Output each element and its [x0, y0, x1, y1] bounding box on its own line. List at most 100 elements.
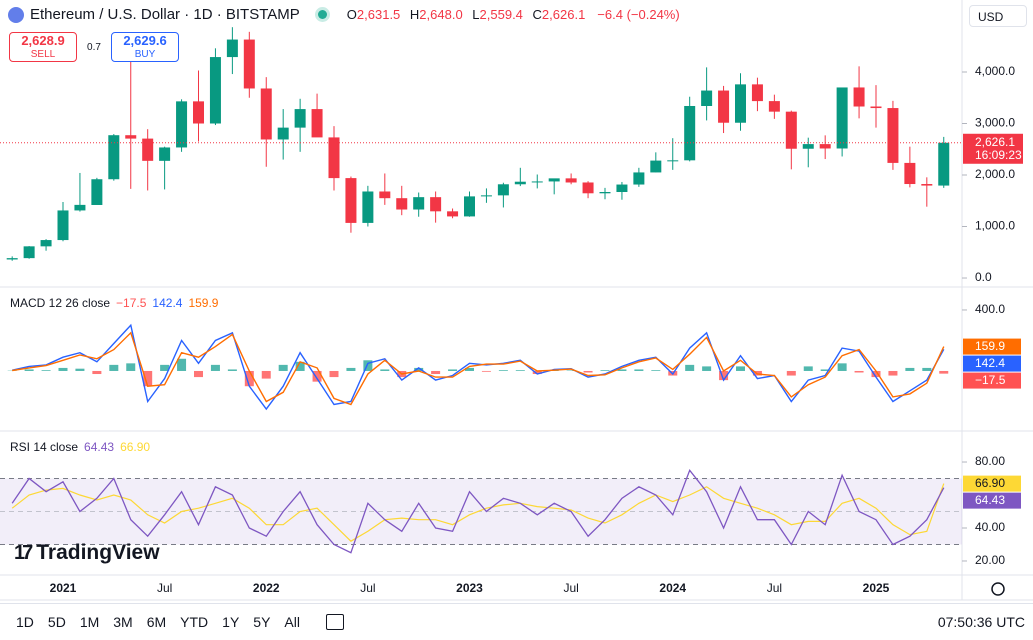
- indicator-title: MACD 12 26 close: [10, 296, 110, 310]
- histogram-bar: [160, 364, 170, 371]
- candle-body: [209, 57, 221, 124]
- last-value-box: [963, 338, 1021, 355]
- range-button[interactable]: 1M: [79, 614, 100, 630]
- x-tick-label: Jul: [563, 581, 578, 595]
- candle-body: [870, 106, 882, 109]
- histogram-bar: [75, 368, 85, 371]
- histogram-bar: [414, 367, 424, 371]
- histogram-bar: [227, 369, 237, 371]
- legend-value: 142.4: [152, 296, 182, 310]
- candle-body: [23, 246, 35, 259]
- candle-body: [396, 198, 408, 210]
- candle-body: [497, 184, 509, 196]
- candle-body: [667, 160, 679, 162]
- candle-body: [514, 181, 526, 185]
- histogram-bar: [210, 364, 220, 371]
- histogram-bar: [24, 369, 34, 371]
- sell-button[interactable]: 2,628.9 SELL: [9, 32, 77, 62]
- range-button[interactable]: YTD: [180, 614, 209, 630]
- histogram-bar: [58, 367, 68, 371]
- histogram-bar: [922, 367, 932, 371]
- spread: 0.7: [87, 41, 101, 53]
- histogram-bar: [939, 370, 949, 374]
- ohlc: O2,631.5 H2,648.0 L2,559.4 C2,626.1: [347, 7, 592, 22]
- histogram-bar: [651, 370, 661, 371]
- histogram-bar: [143, 370, 153, 387]
- histogram-bar: [736, 366, 745, 371]
- ohlc-value: 2,559.4: [479, 7, 523, 22]
- range-button[interactable]: 1Y: [222, 614, 240, 630]
- last-value-label: 66.90: [975, 476, 1005, 490]
- date-range-button[interactable]: [325, 614, 344, 630]
- histogram-bar: [346, 367, 356, 371]
- legend-value: 64.43: [84, 440, 114, 454]
- legend-value: −17.5: [116, 296, 147, 310]
- candle-body: [853, 87, 865, 107]
- candle-body: [633, 172, 645, 185]
- candle-body: [836, 87, 848, 149]
- histogram-bar: [888, 370, 898, 376]
- currency-select[interactable]: USD: [969, 5, 1027, 27]
- x-tick-label: 2021: [50, 581, 77, 595]
- y-tick-label: 20.00: [975, 553, 1005, 567]
- buy-button[interactable]: 2,629.6 BUY: [111, 32, 179, 62]
- last-value-label: 142.4: [975, 356, 1005, 370]
- trade-panel: 2,628.9 SELL 0.7 2,629.6 BUY: [9, 32, 179, 62]
- candle-body: [684, 105, 696, 161]
- x-tick-label: 2025: [863, 581, 890, 595]
- range-button[interactable]: 1D: [16, 614, 34, 630]
- buy-price: 2,629.6: [123, 33, 167, 48]
- candle-body: [277, 127, 289, 140]
- sell-price: 2,628.9: [21, 33, 65, 48]
- indicator-legend: RSI 14 close 64.43 66.90: [10, 440, 150, 454]
- candle-body: [819, 144, 831, 149]
- candle-body: [718, 90, 730, 123]
- last-price-box: [963, 133, 1023, 164]
- candle-body: [91, 179, 103, 205]
- candle-body: [582, 182, 594, 194]
- y-tick-label: 40.00: [975, 520, 1005, 534]
- watermark-text: TradingView: [36, 541, 160, 564]
- candle-body: [226, 39, 238, 58]
- clock: 07:50:36 UTC: [937, 614, 1025, 630]
- candle-body: [565, 178, 577, 183]
- range-button[interactable]: 6M: [146, 614, 167, 630]
- histogram-bar: [803, 366, 813, 371]
- axis-settings[interactable]: [991, 582, 1005, 596]
- candle-body: [413, 197, 425, 210]
- ohlc-key: H: [409, 7, 420, 22]
- market-status[interactable]: [317, 10, 327, 19]
- candle-body: [735, 84, 746, 123]
- countdown: 16:09:23: [975, 148, 1022, 162]
- candle-body: [328, 137, 340, 179]
- indicator-line: [12, 331, 945, 406]
- range-button[interactable]: 5D: [47, 614, 66, 630]
- histogram-bar: [685, 364, 695, 371]
- histogram-bar: [363, 360, 373, 371]
- symbol-header: Ethereum / U.S. Dollar · 1D · BITSTAMP O…: [8, 6, 680, 23]
- range-button[interactable]: 5Y: [253, 614, 271, 630]
- candle-body: [802, 144, 814, 149]
- candle-body: [74, 204, 86, 211]
- histogram-bar: [448, 369, 458, 371]
- ohlc-key: O: [346, 7, 357, 22]
- candle-body: [650, 160, 662, 173]
- histogram-bar: [329, 370, 339, 378]
- histogram-bar: [312, 370, 322, 382]
- histogram-bar: [431, 370, 441, 375]
- histogram-bar: [871, 370, 881, 378]
- histogram-bar: [481, 370, 491, 372]
- symbol-title[interactable]: Ethereum / U.S. Dollar · 1D · BITSTAMP: [30, 6, 300, 23]
- last-value-box: [963, 475, 1021, 492]
- range-button[interactable]: All: [284, 614, 300, 630]
- watermark: 17 TradingView: [14, 541, 160, 565]
- histogram-bar: [532, 370, 542, 375]
- histogram-bar: [261, 370, 271, 379]
- range-button[interactable]: 3M: [113, 614, 133, 630]
- histogram-bar: [465, 367, 474, 371]
- candle-body: [938, 142, 950, 186]
- ohlc-value: 2,626.1: [541, 7, 586, 22]
- candle-body: [447, 211, 459, 217]
- histogram-bar: [109, 364, 119, 371]
